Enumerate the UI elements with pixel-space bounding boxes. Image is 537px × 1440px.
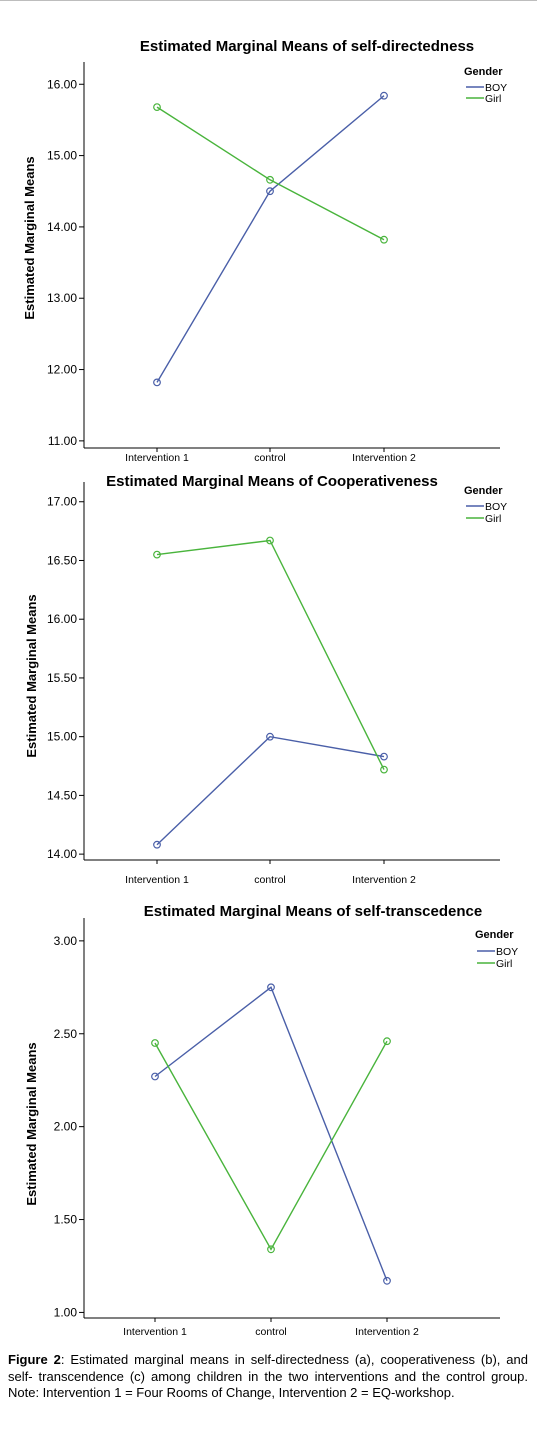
y-tick-label: 2.50 bbox=[54, 1027, 78, 1041]
caption-text: : Estimated marginal means in self-direc… bbox=[8, 1352, 528, 1400]
y-tick-label: 16.00 bbox=[47, 77, 77, 91]
series-line-girl bbox=[156, 106, 385, 241]
y-tick-label: 15.00 bbox=[47, 149, 77, 163]
legend-label-girl: Girl bbox=[485, 513, 501, 525]
data-point-boy bbox=[267, 983, 275, 992]
data-point-girl bbox=[153, 550, 161, 559]
legend-label-boy: BOY bbox=[496, 946, 518, 958]
x-tick-label: Intervention 2 bbox=[352, 874, 416, 886]
chart-title: Estimated Marginal Means of self-transce… bbox=[144, 903, 482, 920]
y-tick-label: 3.00 bbox=[54, 934, 78, 948]
data-point-girl bbox=[267, 1245, 275, 1254]
series-line-boy bbox=[156, 735, 385, 846]
data-point-boy bbox=[380, 752, 388, 761]
legend-title: Gender bbox=[464, 485, 503, 497]
data-point-girl bbox=[153, 103, 161, 111]
y-tick-label: 16.00 bbox=[47, 612, 77, 626]
y-tick-label: 14.00 bbox=[47, 220, 77, 234]
data-point-girl bbox=[383, 1037, 391, 1046]
x-tick-label: Intervention 2 bbox=[355, 1326, 419, 1338]
y-axis-label: Estimated Marginal Means bbox=[24, 1042, 39, 1205]
figure-caption: Figure 2: Estimated marginal means in se… bbox=[8, 1352, 528, 1402]
data-point-boy bbox=[266, 732, 274, 741]
y-tick-label: 16.50 bbox=[47, 553, 77, 567]
x-tick-label: Intervention 2 bbox=[352, 452, 416, 464]
series-line-girl bbox=[154, 1040, 388, 1251]
data-point-boy bbox=[380, 91, 388, 100]
caption-label: Figure 2 bbox=[8, 1352, 61, 1367]
y-tick-label: 2.00 bbox=[54, 1120, 78, 1134]
series-line-boy bbox=[156, 95, 385, 383]
y-tick-label: 14.00 bbox=[47, 847, 77, 861]
y-axis-label: Estimated Marginal Means bbox=[22, 156, 37, 319]
legend-label-girl: Girl bbox=[485, 93, 501, 105]
x-tick-label: Intervention 1 bbox=[125, 874, 189, 886]
data-point-girl bbox=[380, 235, 388, 244]
chart-self-transcendence: Estimated Marginal Means of self-transce… bbox=[24, 903, 518, 1338]
data-point-boy bbox=[153, 378, 161, 387]
y-tick-label: 15.00 bbox=[47, 730, 77, 744]
legend-title: Gender bbox=[464, 66, 503, 78]
top-rule bbox=[0, 0, 537, 1]
y-tick-label: 1.50 bbox=[54, 1213, 78, 1227]
data-point-boy bbox=[266, 187, 274, 196]
x-tick-label: control bbox=[254, 874, 286, 886]
data-point-boy bbox=[151, 1072, 159, 1081]
data-point-girl bbox=[151, 1039, 159, 1047]
chart-title: Estimated Marginal Means of Cooperativen… bbox=[106, 473, 438, 490]
x-tick-label: control bbox=[254, 452, 286, 464]
y-tick-label: 17.00 bbox=[47, 495, 77, 509]
legend-label-boy: BOY bbox=[485, 501, 507, 513]
legend-label-boy: BOY bbox=[485, 82, 507, 94]
data-point-girl bbox=[266, 175, 274, 184]
data-point-girl bbox=[380, 765, 388, 774]
chart-cooperativeness: Estimated Marginal Means of Cooperativen… bbox=[24, 473, 507, 886]
y-tick-label: 15.50 bbox=[47, 671, 77, 685]
chart-title: Estimated Marginal Means of self-directe… bbox=[140, 38, 474, 55]
y-axis-label: Estimated Marginal Means bbox=[24, 594, 39, 757]
y-tick-label: 14.50 bbox=[47, 788, 77, 802]
x-tick-label: Intervention 1 bbox=[123, 1326, 187, 1338]
x-tick-label: Intervention 1 bbox=[125, 452, 189, 464]
y-tick-label: 13.00 bbox=[47, 291, 77, 305]
data-point-boy bbox=[383, 1276, 391, 1285]
x-tick-label: control bbox=[255, 1326, 287, 1338]
series-line-girl bbox=[156, 539, 385, 770]
y-tick-label: 11.00 bbox=[48, 434, 77, 448]
legend-title: Gender bbox=[475, 929, 514, 941]
series-line-boy bbox=[154, 986, 388, 1282]
data-point-girl bbox=[266, 536, 274, 545]
y-tick-label: 1.00 bbox=[54, 1305, 78, 1319]
chart-self-directedness: Estimated Marginal Means of self-directe… bbox=[22, 38, 507, 464]
data-point-boy bbox=[153, 840, 161, 849]
legend-label-girl: Girl bbox=[496, 958, 512, 970]
y-tick-label: 12.00 bbox=[47, 363, 77, 377]
